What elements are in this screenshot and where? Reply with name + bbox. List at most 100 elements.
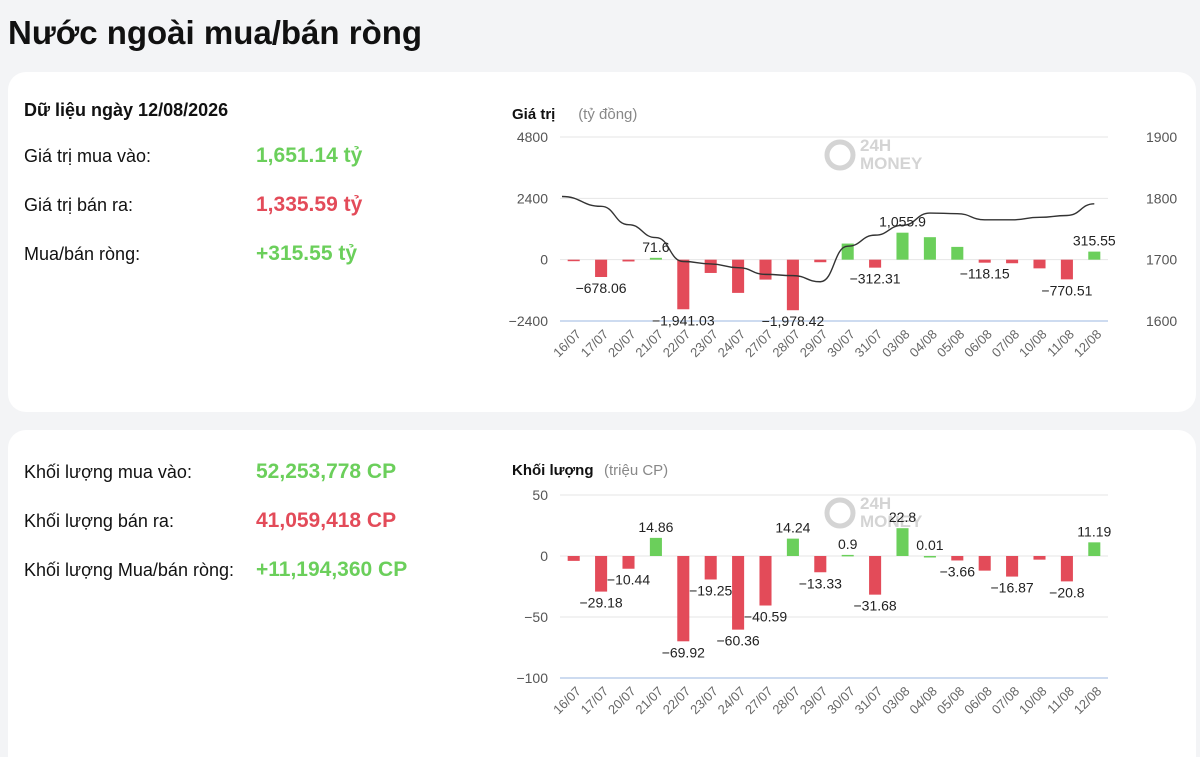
index-line bbox=[561, 195, 1095, 283]
bar bbox=[814, 259, 827, 263]
sell-value: 1,335.59 tỷ bbox=[256, 193, 363, 216]
data-label: −29.18 bbox=[579, 595, 622, 611]
bar bbox=[1033, 259, 1046, 269]
bar bbox=[786, 538, 799, 556]
x-tick-label: 05/08 bbox=[934, 327, 968, 361]
net-value-label: Mua/bán ròng: bbox=[24, 244, 141, 264]
data-label: −20.8 bbox=[1049, 584, 1085, 600]
bar bbox=[869, 259, 882, 268]
x-tick-label: 21/07 bbox=[632, 684, 666, 718]
y-tick-label: 0 bbox=[540, 252, 548, 268]
x-tick-label: 16/07 bbox=[550, 684, 584, 718]
bar bbox=[1060, 259, 1073, 280]
data-label: −678.06 bbox=[576, 280, 627, 296]
data-label: 315.55 bbox=[1073, 233, 1116, 249]
x-tick-label: 29/07 bbox=[797, 684, 831, 718]
y-tick-label: 2400 bbox=[517, 190, 548, 206]
buy-value: 1,651.14 tỷ bbox=[256, 144, 363, 167]
sell-volume-label: Khối lượng bán ra: bbox=[24, 511, 174, 531]
x-tick-label: 04/08 bbox=[906, 327, 940, 361]
bar bbox=[896, 528, 909, 556]
buy-value-label: Giá trị mua vào: bbox=[24, 146, 152, 166]
x-tick-label: 07/08 bbox=[989, 684, 1023, 718]
data-label: −69.92 bbox=[662, 644, 705, 660]
data-label: 1,055.9 bbox=[879, 214, 926, 230]
x-tick-label: 06/08 bbox=[961, 327, 995, 361]
watermark-line1: 24H bbox=[860, 494, 891, 513]
buy-volume-label: Khối lượng mua vào: bbox=[24, 462, 192, 482]
bar bbox=[923, 555, 936, 558]
x-tick-label: 03/08 bbox=[879, 684, 913, 718]
value-card: Dữ liệu ngày 12/08/2026 Giá trị mua vào:… bbox=[8, 72, 1196, 412]
x-tick-label: 23/07 bbox=[687, 327, 721, 361]
data-label: −40.59 bbox=[744, 609, 787, 625]
bar bbox=[732, 556, 745, 630]
bar bbox=[649, 257, 662, 260]
x-tick-label: 28/07 bbox=[769, 327, 803, 361]
bar bbox=[1060, 556, 1073, 582]
y-tick-label: −50 bbox=[524, 609, 548, 625]
x-tick-label: 20/07 bbox=[605, 327, 639, 361]
bar bbox=[595, 556, 608, 592]
bar bbox=[759, 259, 772, 280]
volume-card: Khối lượng mua vào: 52,253,778 CP Khối l… bbox=[8, 430, 1196, 757]
x-tick-label: 27/07 bbox=[742, 684, 776, 718]
bar bbox=[704, 556, 717, 580]
data-label: −19.25 bbox=[689, 582, 732, 598]
x-tick-label: 10/08 bbox=[1016, 327, 1050, 361]
buy-volume: 52,253,778 CP bbox=[256, 460, 397, 483]
bar bbox=[814, 556, 827, 573]
x-tick-label: 21/07 bbox=[632, 327, 666, 361]
data-label: −770.51 bbox=[1041, 282, 1092, 298]
x-tick-label: 03/08 bbox=[879, 327, 913, 361]
page-title: Nước ngoài mua/bán ròng bbox=[8, 14, 423, 51]
bar bbox=[1033, 556, 1046, 560]
data-label: −1,941.03 bbox=[652, 312, 715, 328]
sell-value-label: Giá trị bán ra: bbox=[24, 195, 134, 215]
watermark-line2: MONEY bbox=[860, 154, 923, 173]
chart-unit: (triệu CP) bbox=[604, 462, 668, 479]
x-tick-label: 20/07 bbox=[605, 684, 639, 718]
data-label: 14.86 bbox=[638, 519, 673, 535]
bar bbox=[951, 246, 964, 260]
y-tick-label: 4800 bbox=[517, 129, 548, 145]
watermark-line2: MONEY bbox=[860, 512, 923, 531]
x-tick-label: 23/07 bbox=[687, 684, 721, 718]
x-tick-label: 30/07 bbox=[824, 684, 858, 718]
bar bbox=[567, 556, 580, 561]
y-tick-label: 0 bbox=[540, 548, 548, 564]
sell-volume: 41,059,418 CP bbox=[256, 509, 397, 532]
chart-title: Giá trị bbox=[512, 106, 555, 123]
x-tick-label: 27/07 bbox=[742, 327, 776, 361]
bar bbox=[622, 259, 635, 262]
bar bbox=[677, 556, 690, 642]
data-label: −1,978.42 bbox=[762, 313, 825, 329]
bar bbox=[567, 259, 580, 262]
bar bbox=[869, 556, 882, 595]
y-tick-label: −100 bbox=[516, 670, 548, 686]
y2-tick-label: 1700 bbox=[1146, 252, 1177, 268]
data-label: 14.24 bbox=[775, 520, 810, 536]
x-tick-label: 31/07 bbox=[852, 684, 886, 718]
x-tick-label: 22/07 bbox=[660, 684, 694, 718]
data-label: −31.68 bbox=[853, 598, 896, 614]
watermark-logo-icon bbox=[824, 139, 856, 171]
bar bbox=[786, 259, 799, 311]
x-tick-label: 07/08 bbox=[989, 327, 1023, 361]
y2-tick-label: 1900 bbox=[1146, 129, 1177, 145]
x-tick-label: 22/07 bbox=[660, 327, 694, 361]
bar bbox=[1006, 556, 1019, 577]
bar bbox=[951, 556, 964, 561]
x-tick-label: 12/08 bbox=[1071, 684, 1105, 718]
bar bbox=[1088, 542, 1101, 556]
x-tick-label: 11/08 bbox=[1044, 327, 1077, 360]
x-tick-label: 29/07 bbox=[797, 327, 831, 361]
watermark-logo-icon bbox=[824, 497, 856, 529]
net-value: +315.55 tỷ bbox=[256, 242, 358, 265]
watermark-line1: 24H bbox=[860, 136, 891, 155]
y2-tick-label: 1600 bbox=[1146, 313, 1177, 329]
bar bbox=[704, 259, 717, 273]
x-tick-label: 11/08 bbox=[1044, 684, 1077, 717]
data-label: 0.01 bbox=[916, 537, 943, 553]
x-tick-label: 10/08 bbox=[1016, 684, 1050, 718]
